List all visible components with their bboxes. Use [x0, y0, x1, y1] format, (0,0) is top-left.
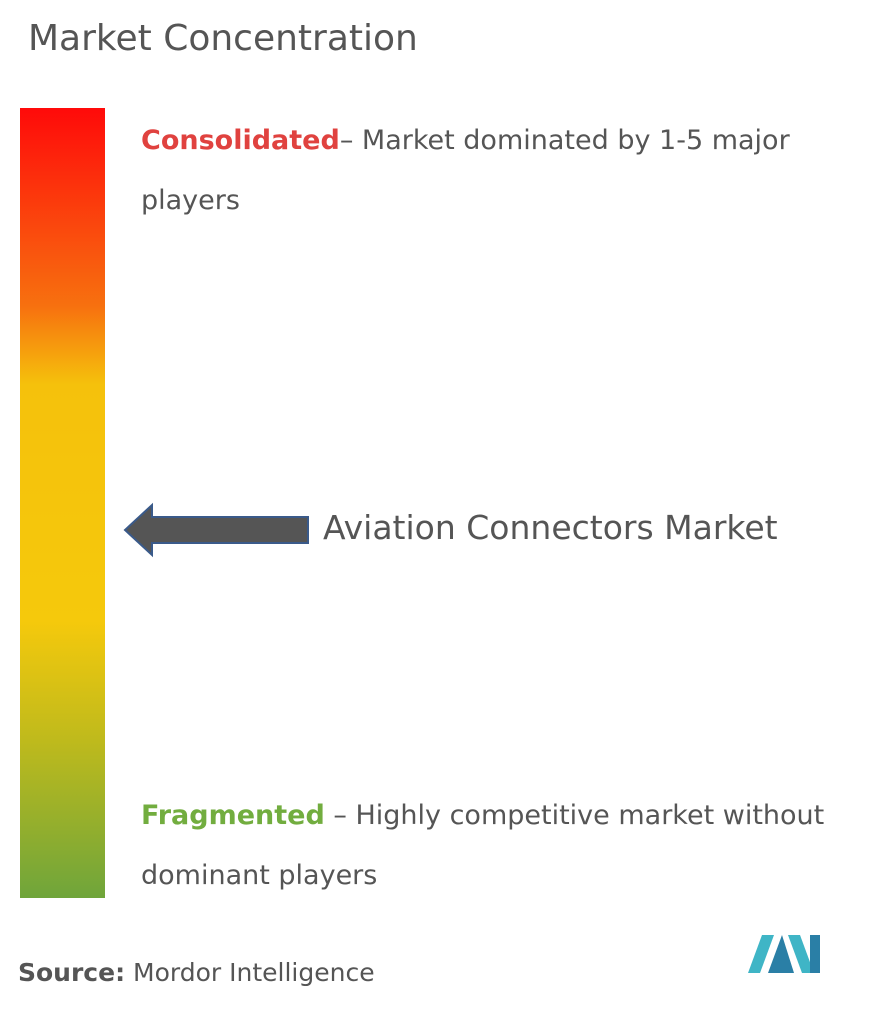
logo — [748, 935, 820, 973]
source-text: Mordor Intelligence — [125, 958, 375, 987]
consolidated-text: – Market dominated by 1-5 major players — [141, 125, 790, 216]
source-label: Source: — [18, 958, 126, 987]
fragmented-desc: Fragmented – Highly competitive market w… — [141, 786, 841, 906]
fragmented-text: – Highly competitive market without domi… — [141, 800, 825, 891]
title: Market Concentration — [28, 18, 418, 59]
gradient-bar — [20, 108, 105, 898]
consolidated-label: Consolidated — [141, 125, 340, 156]
fragmented-label: Fragmented — [141, 800, 325, 831]
arrow — [123, 502, 309, 558]
consolidated-desc: Consolidated– Market dominated by 1-5 ma… — [141, 111, 841, 231]
source: Source: Mordor Intelligence — [18, 958, 375, 987]
market-label: Aviation Connectors Market — [323, 508, 778, 547]
